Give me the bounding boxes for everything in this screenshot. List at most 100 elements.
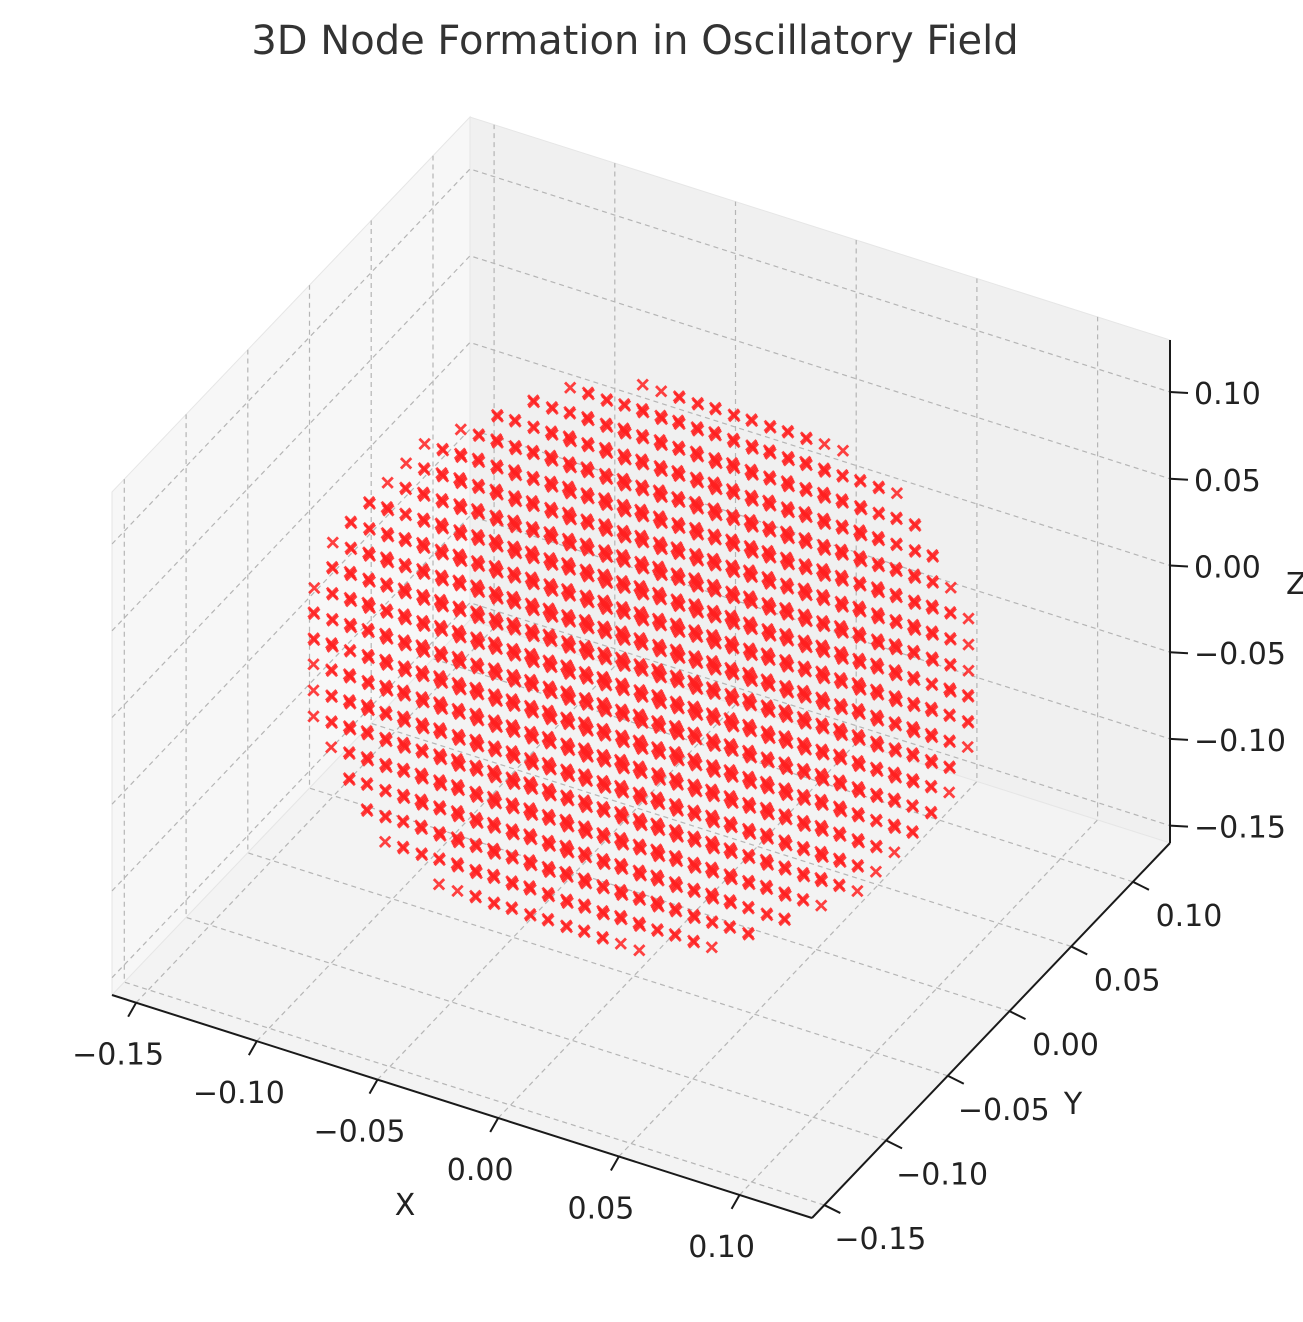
data-point: [615, 548, 628, 562]
y-gridline-1: [185, 414, 887, 1141]
data-point: [578, 639, 591, 653]
data-point: [924, 727, 937, 740]
data-point: [687, 726, 700, 739]
data-point: [744, 463, 757, 476]
data-point: [541, 808, 554, 821]
data-point: [688, 495, 702, 508]
data-point: [360, 698, 373, 712]
data-point: [596, 670, 609, 684]
data-point: [817, 462, 830, 475]
data-point: [814, 793, 827, 806]
data-point: [961, 714, 974, 728]
data-point: [577, 794, 590, 807]
data-point: [432, 800, 446, 813]
data-point: [816, 512, 830, 525]
data-point: [378, 783, 392, 796]
z-tick-1: [1169, 737, 1189, 741]
data-point: [560, 608, 574, 622]
data-point: [506, 616, 519, 630]
data-point: [600, 393, 613, 406]
data-point: [596, 826, 609, 840]
data-point: [524, 571, 537, 584]
data-point: [651, 586, 665, 599]
data-point: [432, 696, 446, 709]
data-point: [451, 702, 464, 715]
data-point: [527, 420, 540, 433]
data-point: [560, 582, 574, 596]
x-tick-5: [730, 1194, 741, 1210]
data-point: [832, 826, 846, 839]
data-point: [471, 478, 484, 491]
data-point: [796, 710, 809, 723]
x-gridline-3: [497, 240, 857, 1119]
data-point: [451, 884, 464, 898]
data-point: [671, 440, 685, 453]
data-point: [778, 601, 792, 615]
data-point: [668, 875, 681, 889]
data-point: [652, 510, 665, 523]
data-point: [506, 566, 520, 579]
data-point: [887, 766, 900, 779]
data-point: [398, 557, 411, 571]
data-point: [798, 505, 811, 519]
data-point: [596, 774, 609, 788]
data-point: [469, 759, 482, 772]
data-point: [687, 650, 701, 663]
data-point: [778, 730, 791, 743]
z-gridline-0: [111, 602, 1171, 979]
data-point: [396, 814, 409, 827]
data-point: [559, 865, 572, 878]
data-points: [307, 378, 975, 957]
data-point: [926, 548, 939, 562]
data-point: [853, 473, 867, 487]
data-point: [832, 878, 846, 891]
data-point: [543, 449, 557, 462]
data-point: [506, 590, 519, 603]
y-tick-3: [1009, 1010, 1026, 1020]
data-point: [435, 492, 448, 506]
data-point: [560, 634, 574, 648]
data-point: [778, 627, 792, 641]
data-point: [396, 762, 409, 775]
data-point: [632, 838, 645, 851]
data-point: [580, 513, 593, 526]
data-point: [723, 816, 736, 829]
data-point: [852, 550, 866, 563]
data-point: [396, 840, 409, 853]
data-point: [378, 809, 392, 822]
data-point: [832, 722, 846, 735]
data-point: [650, 843, 663, 856]
data-point: [796, 684, 809, 697]
data-point: [889, 613, 902, 627]
data-point: [741, 796, 755, 809]
data-point: [851, 858, 864, 872]
data-point: [814, 767, 827, 780]
data-point: [636, 378, 649, 391]
data-point: [469, 785, 482, 798]
data-point: [745, 413, 758, 426]
data-point: [890, 487, 904, 500]
data-point: [469, 863, 482, 876]
data-point: [523, 647, 537, 660]
data-point: [489, 483, 502, 496]
data-point: [688, 521, 702, 534]
data-point: [760, 751, 773, 764]
data-point: [723, 711, 736, 725]
data-point: [668, 719, 681, 733]
x-tick-label-1: −0.10: [193, 1076, 285, 1111]
data-point: [888, 742, 901, 755]
data-point: [360, 803, 373, 816]
z-tick-3: [1169, 564, 1189, 568]
z-tick-label-2: −0.05: [1194, 637, 1286, 672]
data-point: [399, 507, 412, 520]
data-point: [544, 425, 558, 438]
x-gridline-2: [377, 201, 737, 1081]
data-point: [815, 665, 828, 678]
data-point: [633, 657, 646, 671]
data-point: [724, 635, 737, 648]
data-point: [343, 643, 356, 657]
data-point: [687, 778, 700, 791]
data-point: [851, 728, 864, 742]
data-point: [869, 683, 883, 696]
